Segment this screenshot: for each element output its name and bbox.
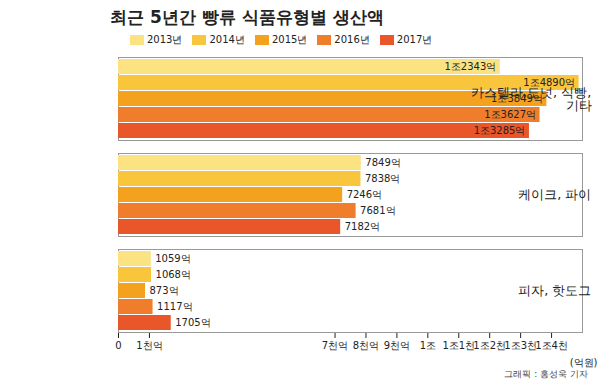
svg-text:1조1천: 1조1천 [442,340,475,351]
svg-text:1천억: 1천억 [136,340,162,351]
svg-text:7182억: 7182억 [345,221,380,232]
svg-text:8천억: 8천억 [353,340,379,351]
svg-text:케이크, 파이: 케이크, 파이 [518,187,591,202]
svg-text:1조4890억: 1조4890억 [523,77,575,88]
svg-text:1조: 1조 [420,340,436,351]
svg-text:1조2343억: 1조2343억 [444,61,496,72]
svg-text:7246억: 7246억 [347,189,382,200]
svg-text:873억: 873억 [150,285,179,296]
svg-text:피자, 핫도그: 피자, 핫도그 [518,283,591,298]
svg-text:1조3285억: 1조3285억 [474,125,526,136]
svg-text:7천억: 7천억 [322,340,348,351]
svg-text:1068억: 1068억 [156,269,191,280]
svg-text:7681억: 7681억 [360,205,395,216]
svg-text:1조3천: 1조3천 [504,340,537,351]
svg-text:9천억: 9천억 [384,340,410,351]
svg-text:0: 0 [115,340,121,351]
svg-text:1조3849억: 1조3849억 [491,93,543,104]
svg-text:7849억: 7849억 [365,157,400,168]
svg-text:1059억: 1059억 [155,253,190,264]
svg-text:1조4천: 1조4천 [535,340,568,351]
svg-text:1조2천: 1조2천 [473,340,506,351]
svg-text:(억원): (억원) [570,357,598,368]
svg-text:1705억: 1705억 [175,317,210,328]
svg-text:1117억: 1117억 [157,301,192,312]
svg-text:7838억: 7838억 [365,173,400,184]
svg-text:1조3627억: 1조3627억 [484,109,536,120]
